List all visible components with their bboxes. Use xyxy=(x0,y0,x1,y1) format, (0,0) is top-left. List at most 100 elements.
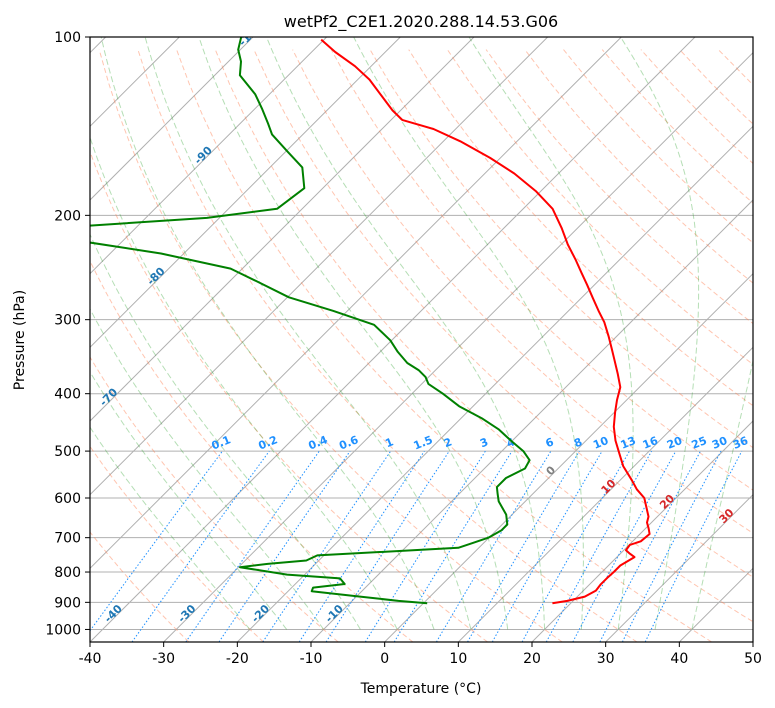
dry-adiabat xyxy=(330,49,753,491)
dry-adiabat xyxy=(408,49,753,407)
y-tick-label: 900 xyxy=(54,595,81,611)
mixing-ratio-label: 13 xyxy=(619,434,638,452)
isotherm-line xyxy=(90,37,696,642)
isotherm-label: 20 xyxy=(657,492,677,512)
isotherm-line xyxy=(163,51,753,642)
moist-adiabat xyxy=(620,37,700,630)
y-tick-label: 700 xyxy=(54,531,81,547)
y-tick-label: 400 xyxy=(54,387,81,403)
temperature-line xyxy=(320,38,651,605)
moist-adiabat xyxy=(198,37,509,630)
dry-adiabat xyxy=(137,49,638,642)
moist-adiabat xyxy=(90,426,251,630)
x-tick-label: -10 xyxy=(300,651,323,667)
dry-adiabat xyxy=(90,356,339,642)
mixing-ratio-label: 30 xyxy=(710,434,729,452)
mixing-ratio-label: 1.5 xyxy=(412,433,435,452)
moist-adiabat xyxy=(100,37,435,630)
mixing-ratio-line xyxy=(131,450,270,642)
mixing-ratio-label: 1 xyxy=(383,435,395,450)
isotherm-label: -80 xyxy=(144,265,167,288)
dry-adiabat xyxy=(524,49,753,284)
mixing-ratio-line xyxy=(185,450,320,642)
moist-adiabat xyxy=(90,135,398,630)
isotherm-line xyxy=(605,493,753,642)
y-tick-label: 600 xyxy=(54,491,81,507)
moist-adiabat xyxy=(691,358,753,630)
mixing-ratio-line xyxy=(545,450,653,642)
isotherm-line xyxy=(90,37,401,349)
isotherm-label: -70 xyxy=(97,385,120,408)
dry-adiabat xyxy=(446,49,753,366)
mixing-ratio-line xyxy=(599,450,701,642)
mixing-ratio-line xyxy=(644,450,743,642)
chart-title: wetPf2_C2E1.2020.288.14.53.G06 xyxy=(284,12,558,32)
mixing-ratio-label: 2 xyxy=(442,435,454,450)
mixing-ratio-label: 25 xyxy=(690,434,709,452)
mixing-ratio-line xyxy=(90,450,223,632)
isotherm-label: -20 xyxy=(249,602,272,625)
dry-adiabat xyxy=(369,49,753,449)
dry-adiabat xyxy=(640,49,753,165)
mixing-ratio-line xyxy=(521,450,630,642)
moist-adiabat xyxy=(90,370,288,630)
moist-adiabat xyxy=(90,233,361,630)
mixing-ratio-label: 0.2 xyxy=(256,433,279,452)
isotherm-label: 30 xyxy=(717,506,737,526)
background-lines xyxy=(90,37,775,642)
isotherm-line xyxy=(236,125,753,642)
x-tick-label: 50 xyxy=(744,651,762,667)
dry-adiabat xyxy=(90,259,414,642)
mixing-ratio-line xyxy=(621,450,722,642)
isotherm-label: -40 xyxy=(102,602,125,625)
mixing-ratio-line xyxy=(435,450,552,642)
mixing-ratio-label: 3 xyxy=(478,435,490,450)
dry-adiabat xyxy=(90,150,488,642)
x-tick-label: 40 xyxy=(670,651,688,667)
moist-adiabat xyxy=(266,37,546,630)
dry-adiabat xyxy=(90,445,264,642)
isotherm-label: -100 xyxy=(236,20,265,49)
mixing-ratio-label: 10 xyxy=(591,434,610,452)
y-tick-label: 200 xyxy=(54,208,81,224)
dry-adiabat xyxy=(563,49,753,244)
dewpoint-line xyxy=(90,37,531,605)
mixing-ratio-line xyxy=(325,450,450,642)
dry-adiabat xyxy=(98,49,563,642)
isotherm-line xyxy=(752,641,753,642)
moist-adiabat xyxy=(353,37,584,630)
isotherm-line xyxy=(531,420,753,642)
x-tick-label: 0 xyxy=(380,651,389,667)
dry-adiabat xyxy=(214,49,753,623)
mixing-ratio-label: 16 xyxy=(641,434,660,452)
isotherm-label: -10 xyxy=(323,602,346,625)
mixing-ratio-line xyxy=(467,450,580,642)
x-tick-label: -40 xyxy=(79,651,102,667)
isotherm-line xyxy=(90,37,475,422)
mixing-ratio-line xyxy=(298,450,425,642)
mixing-ratio-label: 20 xyxy=(665,434,684,452)
mixing-ratio-line xyxy=(572,450,677,642)
isotherm-line xyxy=(90,37,549,496)
x-axis-label: Temperature (°C) xyxy=(360,681,482,697)
moist-adiabat xyxy=(468,37,634,630)
dry-adiabat xyxy=(90,531,190,642)
dry-adiabat xyxy=(253,49,753,578)
y-tick-label: 100 xyxy=(54,30,81,46)
line-labels: 0.1 0.2 0.4 0.6 1 1.5 2 3 4 6 8 10 13 16 20 25 30 36-100-… xyxy=(97,20,750,625)
isotherm-line xyxy=(90,37,622,570)
dry-adiabat xyxy=(757,50,775,642)
x-tick-label: -20 xyxy=(226,651,249,667)
y-tick-label: 800 xyxy=(54,565,81,581)
dry-adiabat xyxy=(292,49,753,534)
x-tick-label: -30 xyxy=(152,651,175,667)
mixing-ratio-label: 0.6 xyxy=(337,433,360,452)
mixing-ratio-label: 8 xyxy=(572,435,584,450)
mixing-ratio-label: 6 xyxy=(544,435,556,450)
mixing-ratio-line xyxy=(218,450,351,642)
y-axis-label: Pressure (hPa) xyxy=(12,290,28,390)
isotherm-line xyxy=(90,37,254,201)
isotherm-line xyxy=(678,567,753,642)
x-tick-label: 30 xyxy=(597,651,615,667)
mixing-ratio-line xyxy=(393,450,513,642)
